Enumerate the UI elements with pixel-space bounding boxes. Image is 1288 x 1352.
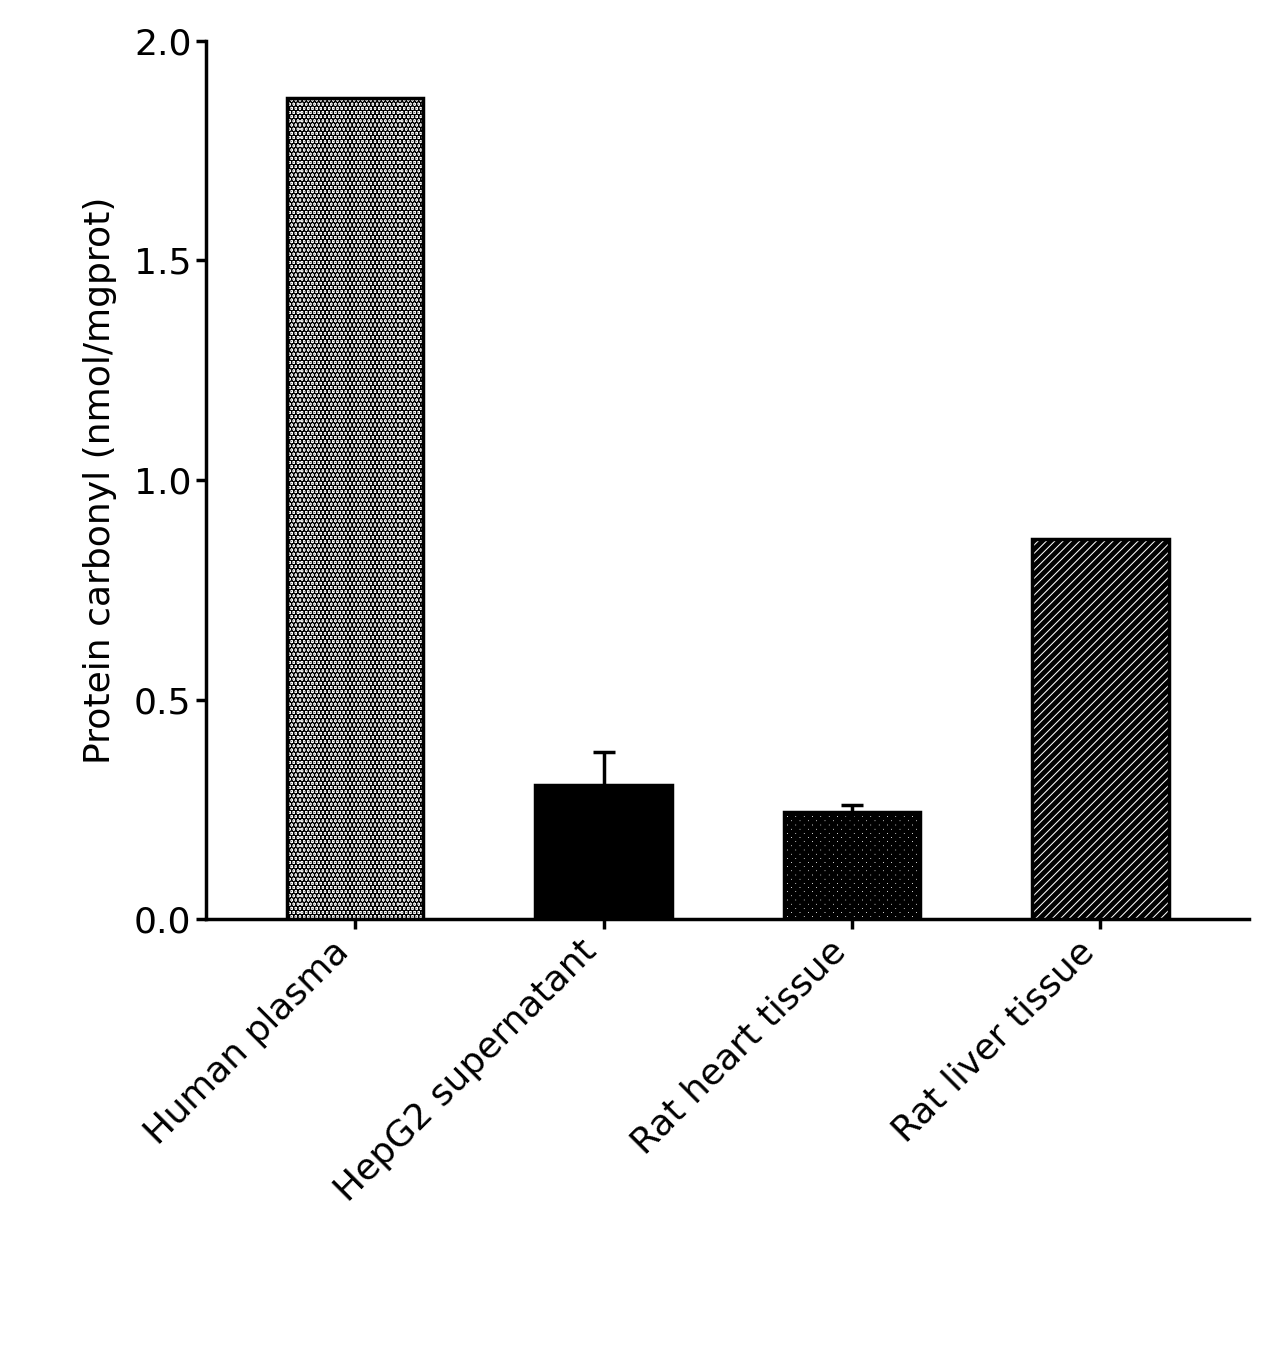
Bar	[1032, 539, 1168, 919]
Y-axis label: Protein carbonyl (nmol/mgprot): Protein carbonyl (nmol/mgprot)	[84, 196, 117, 764]
Bar	[783, 811, 920, 919]
Bar	[536, 786, 672, 919]
Bar	[287, 97, 424, 919]
